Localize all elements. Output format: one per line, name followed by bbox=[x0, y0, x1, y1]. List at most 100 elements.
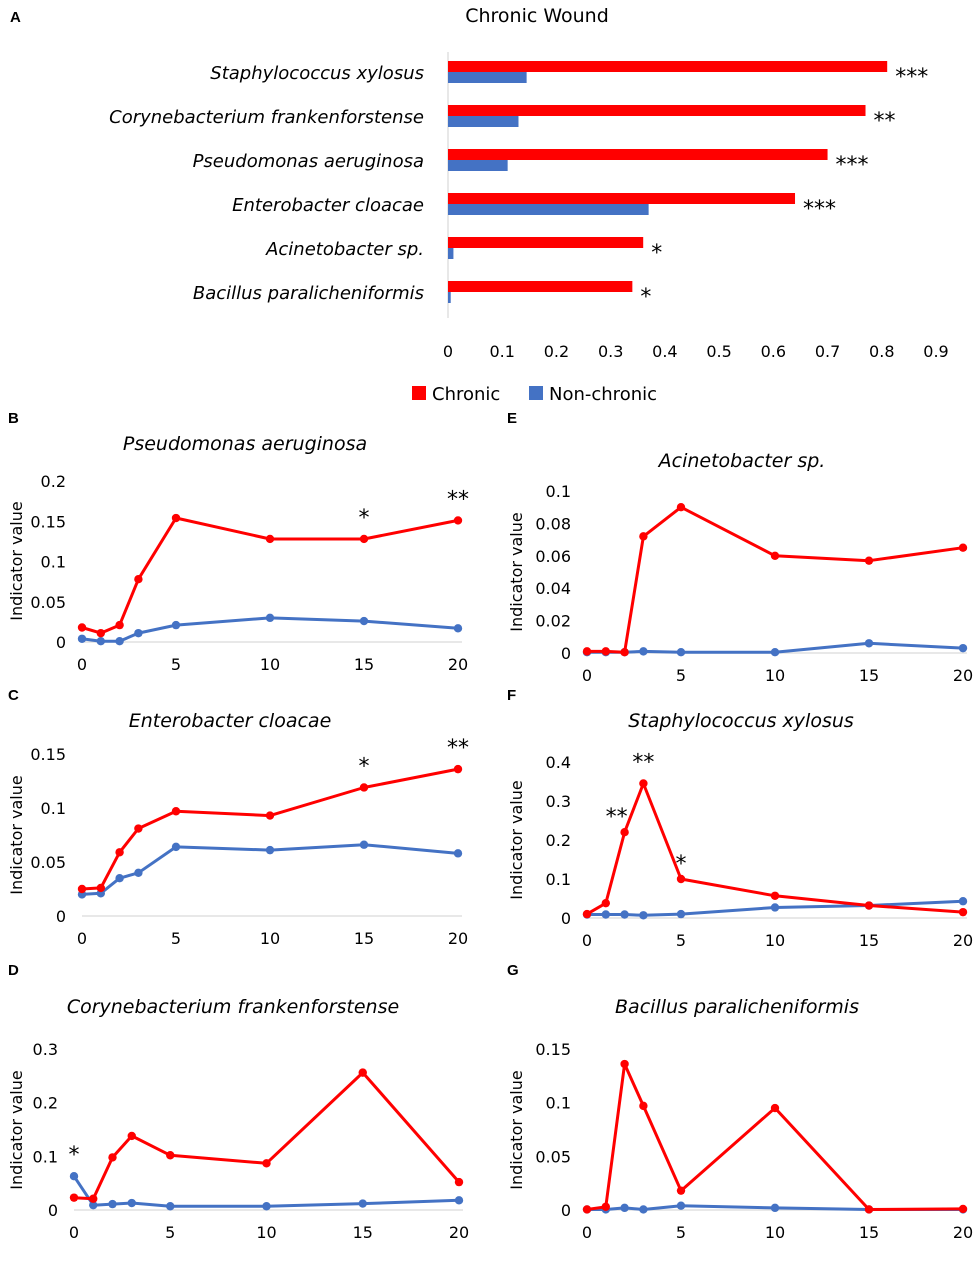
legend-swatch-chronic bbox=[412, 386, 426, 400]
x-tick-label: 20 bbox=[448, 655, 468, 674]
x-tick-label: 20 bbox=[953, 1223, 973, 1242]
panel-label-c: C bbox=[8, 687, 19, 704]
bar-chronic-bacillus-paralicheniformis bbox=[448, 281, 633, 292]
point-chronic-x10 bbox=[770, 891, 780, 900]
y-tick-label: 0.06 bbox=[535, 547, 571, 566]
point-chronic-x0 bbox=[69, 1193, 79, 1202]
y-tick-label: 0.1 bbox=[546, 1094, 571, 1113]
bar-chronic-corynebacterium-frankenforstense bbox=[448, 105, 866, 116]
significance-enterobacter-cloacae: *** bbox=[803, 197, 836, 222]
significance-acinetobacter-sp: * bbox=[651, 241, 662, 266]
y-tick-label: 0.2 bbox=[546, 831, 571, 850]
point-chronic-x10 bbox=[770, 551, 780, 560]
point-chronic-x2 bbox=[620, 828, 629, 837]
bar-chronic-enterobacter-cloacae bbox=[448, 193, 796, 204]
y-tick-label: 0.05 bbox=[535, 1147, 571, 1166]
point-non-chronic-x2 bbox=[620, 1203, 629, 1213]
point-non-chronic-x0 bbox=[69, 1171, 79, 1181]
y-tick-label: 0.05 bbox=[30, 593, 66, 612]
panel-c: C Enterobacter cloacae Indicator value 0 0.0… bbox=[7, 687, 469, 948]
y-tick-label: 0.04 bbox=[535, 579, 571, 598]
point-chronic-x5 bbox=[676, 503, 686, 512]
x-tick-label: 0.9 bbox=[923, 342, 948, 361]
significance-x2: ** bbox=[606, 805, 628, 830]
x-tick-label: 5 bbox=[676, 931, 686, 950]
x-tick-label: 0 bbox=[582, 666, 592, 685]
bar-non-chronic-corynebacterium-frankenforstense bbox=[448, 116, 519, 127]
bar-non-chronic-bacillus-paralicheniformis bbox=[448, 292, 451, 303]
significance-x15: * bbox=[359, 506, 370, 531]
category-label-bacillus-paralicheniformis: Bacillus paralicheniformis bbox=[193, 283, 424, 304]
point-non-chronic-x3 bbox=[639, 647, 648, 656]
point-chronic-x3 bbox=[127, 1131, 136, 1141]
x-tick-label: 0.8 bbox=[869, 342, 894, 361]
point-chronic-x0 bbox=[77, 884, 87, 894]
significance-x3: ** bbox=[632, 750, 654, 775]
point-non-chronic-x20 bbox=[958, 897, 968, 906]
legend: Chronic Non-chronic bbox=[412, 384, 657, 405]
chart-title: Corynebacterium frankenforstense bbox=[67, 996, 399, 1018]
y-tick-label: 0.1 bbox=[33, 1147, 58, 1166]
significance-bacillus-paralicheniformis: * bbox=[640, 285, 651, 310]
point-chronic-x20 bbox=[453, 516, 463, 525]
significance-pseudomonas-aeruginosa: *** bbox=[836, 153, 869, 178]
point-chronic-x10 bbox=[262, 1159, 271, 1168]
point-chronic-x20 bbox=[453, 764, 463, 774]
point-non-chronic-x2 bbox=[115, 636, 124, 646]
x-tick-label: 0 bbox=[582, 1223, 592, 1242]
x-tick-label: 10 bbox=[256, 1223, 276, 1242]
point-chronic-x2 bbox=[620, 647, 629, 657]
point-chronic-x10 bbox=[265, 534, 275, 544]
point-chronic-x1 bbox=[601, 1202, 610, 1211]
point-non-chronic-x1 bbox=[96, 636, 106, 646]
point-chronic-x20 bbox=[958, 1204, 968, 1214]
point-chronic-x15 bbox=[864, 1205, 874, 1214]
y-axis-label: Indicator value bbox=[507, 512, 526, 632]
y-tick-label: 0 bbox=[48, 1201, 58, 1220]
point-non-chronic-x15 bbox=[358, 1199, 367, 1208]
panel-label-b: B bbox=[8, 410, 19, 427]
point-chronic-x3 bbox=[639, 1101, 648, 1111]
significance-staphylococcus-xylosus: *** bbox=[895, 65, 928, 90]
point-non-chronic-x5 bbox=[676, 909, 686, 919]
point-chronic-x3 bbox=[134, 824, 143, 833]
point-non-chronic-x20 bbox=[453, 849, 463, 858]
x-tick-label: 15 bbox=[859, 666, 879, 685]
point-non-chronic-x1 bbox=[601, 910, 610, 919]
point-chronic-x5 bbox=[676, 1186, 686, 1195]
y-tick-label: 0 bbox=[561, 909, 571, 928]
category-label-corynebacterium-frankenforstense: Corynebacterium frankenforstense bbox=[109, 107, 424, 128]
point-chronic-x1 bbox=[96, 628, 106, 638]
x-tick-label: 0 bbox=[77, 929, 87, 948]
panel-d: D Corynebacterium frankenforstense Indicat… bbox=[7, 962, 469, 1242]
y-tick-label: 0.15 bbox=[535, 1040, 571, 1059]
point-chronic-x3 bbox=[134, 575, 143, 584]
x-tick-label: 0 bbox=[443, 342, 453, 361]
category-label-enterobacter-cloacae: Enterobacter cloacae bbox=[232, 195, 424, 216]
y-tick-label: 0.02 bbox=[535, 612, 571, 631]
bar-chronic-staphylococcus-xylosus bbox=[448, 61, 888, 72]
point-chronic-x0 bbox=[582, 647, 592, 656]
point-chronic-x10 bbox=[770, 1103, 780, 1113]
point-non-chronic-x3 bbox=[639, 911, 648, 920]
point-chronic-x1 bbox=[89, 1194, 98, 1203]
x-tick-label: 15 bbox=[859, 1223, 879, 1242]
y-tick-label: 0.08 bbox=[535, 514, 571, 533]
point-chronic-x10 bbox=[265, 811, 275, 820]
point-non-chronic-x10 bbox=[770, 1203, 780, 1213]
y-tick-label: 0 bbox=[561, 1201, 571, 1220]
y-tick-label: 0.1 bbox=[41, 553, 66, 572]
x-tick-label: 0.2 bbox=[544, 342, 569, 361]
x-tick-label: 15 bbox=[354, 929, 374, 948]
y-tick-label: 0.15 bbox=[30, 745, 66, 764]
y-tick-label: 0 bbox=[56, 633, 66, 652]
point-chronic-x0 bbox=[582, 1205, 592, 1214]
legend-swatch-non-chronic bbox=[529, 386, 543, 400]
x-tick-label: 0 bbox=[582, 931, 592, 950]
chart-title: Pseudomonas aeruginosa bbox=[123, 433, 367, 455]
y-tick-label: 0.1 bbox=[41, 799, 66, 818]
y-tick-label: 0.2 bbox=[41, 472, 66, 491]
point-non-chronic-x15 bbox=[359, 616, 369, 626]
point-chronic-x15 bbox=[359, 534, 369, 544]
